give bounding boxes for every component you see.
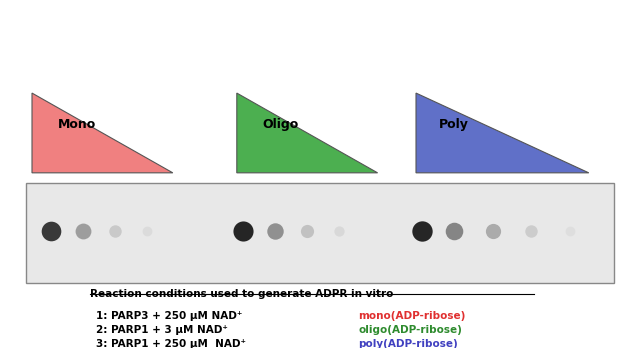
Text: poly(ADP-ribose): poly(ADP-ribose) xyxy=(358,339,458,348)
Point xyxy=(564,228,575,234)
Point xyxy=(526,228,536,234)
Text: 1: PARP3 + 250 μM NAD⁺: 1: PARP3 + 250 μM NAD⁺ xyxy=(96,311,243,321)
Text: Mono: Mono xyxy=(58,118,96,132)
Text: Oligo: Oligo xyxy=(262,118,299,132)
Polygon shape xyxy=(32,93,173,173)
Polygon shape xyxy=(416,93,589,173)
Point xyxy=(449,228,460,234)
Point xyxy=(238,228,248,234)
Point xyxy=(334,228,344,234)
Point xyxy=(142,228,152,234)
Text: Poly: Poly xyxy=(438,118,468,132)
Text: Reaction conditions used to generate ADPR in vitro: Reaction conditions used to generate ADP… xyxy=(90,289,393,299)
Point xyxy=(488,228,498,234)
Bar xyxy=(26,183,614,283)
Point xyxy=(78,228,88,234)
Text: 3: PARP1 + 250 μM  NAD⁺: 3: PARP1 + 250 μM NAD⁺ xyxy=(96,339,246,348)
Point xyxy=(110,228,120,234)
Point xyxy=(302,228,312,234)
Point xyxy=(270,228,280,234)
Point xyxy=(46,228,56,234)
Point xyxy=(417,228,428,234)
Text: oligo(ADP-ribose): oligo(ADP-ribose) xyxy=(358,325,462,335)
Polygon shape xyxy=(237,93,378,173)
Text: mono(ADP-ribose): mono(ADP-ribose) xyxy=(358,311,466,321)
Text: 2: PARP1 + 3 μM NAD⁺: 2: PARP1 + 3 μM NAD⁺ xyxy=(96,325,228,335)
